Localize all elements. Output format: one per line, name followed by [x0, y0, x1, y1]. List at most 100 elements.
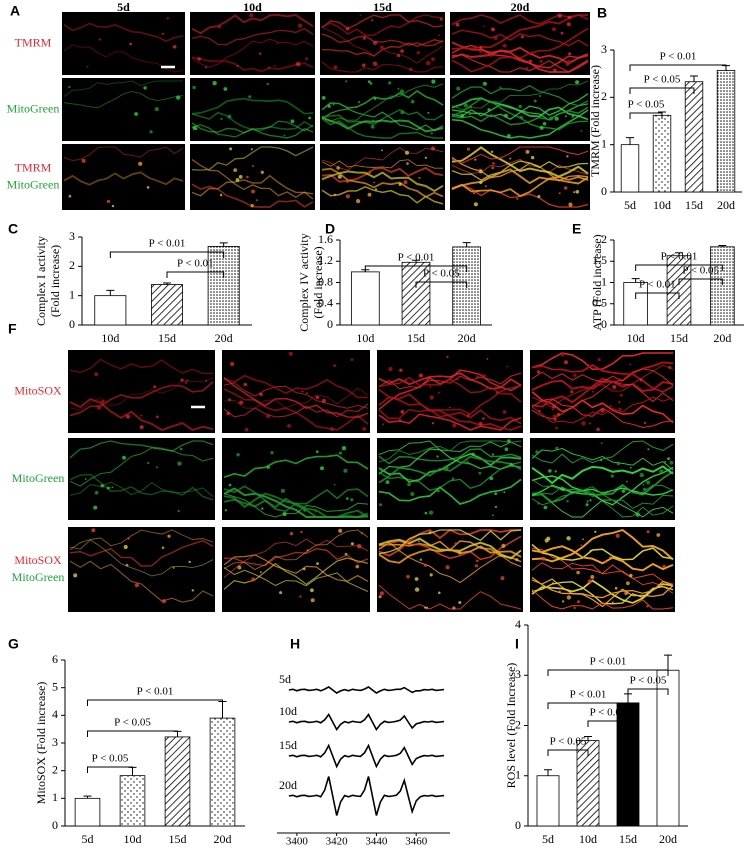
puncta	[456, 377, 459, 381]
puncta	[345, 194, 350, 199]
puncta	[303, 508, 307, 512]
puncta	[445, 565, 450, 570]
puncta	[501, 543, 506, 549]
puncta	[479, 180, 483, 185]
puncta	[561, 600, 565, 603]
column-header: 10d	[243, 0, 262, 14]
panel-letter: C	[8, 221, 18, 237]
y-axis-label: TMRM (Fold increase)	[588, 65, 602, 177]
significance-bracket	[629, 87, 695, 94]
puncta	[73, 573, 78, 578]
micrograph	[222, 350, 370, 433]
filament	[321, 117, 443, 139]
puncta	[161, 546, 165, 549]
puncta	[662, 564, 666, 569]
filament	[451, 160, 589, 181]
puncta	[624, 591, 628, 595]
puncta	[609, 405, 612, 408]
micrograph	[62, 144, 185, 210]
puncta	[287, 424, 291, 428]
puncta	[277, 42, 279, 45]
puncta	[503, 491, 506, 494]
puncta	[404, 379, 408, 383]
puncta	[646, 530, 650, 534]
significance-bracket	[87, 766, 133, 773]
puncta	[139, 425, 144, 430]
puncta	[539, 95, 541, 97]
filament	[451, 146, 589, 178]
puncta	[590, 575, 595, 579]
puncta	[477, 189, 479, 192]
puncta	[140, 414, 143, 417]
puncta	[479, 50, 482, 53]
column-header: 5d	[117, 0, 130, 14]
puncta	[509, 157, 512, 160]
puncta	[367, 192, 372, 197]
filament	[63, 90, 184, 109]
significance-bracket	[635, 264, 723, 271]
puncta	[656, 533, 661, 537]
x-tick-label: 3440	[365, 836, 388, 848]
significance-bracket	[109, 251, 225, 258]
significance-bracket	[678, 278, 723, 285]
puncta	[423, 563, 428, 567]
puncta	[585, 367, 589, 370]
puncta	[186, 379, 189, 382]
filament	[531, 396, 674, 424]
puncta	[236, 453, 240, 457]
filament	[531, 475, 674, 496]
puncta	[494, 492, 498, 496]
y-tick-label: 0	[515, 818, 521, 832]
puncta	[562, 488, 566, 492]
row-label: TMRM	[15, 160, 52, 174]
puncta	[639, 472, 644, 478]
puncta	[224, 509, 228, 512]
puncta	[350, 358, 354, 361]
filament	[531, 589, 674, 610]
puncta	[300, 530, 303, 534]
puncta	[266, 465, 270, 469]
puncta	[554, 470, 557, 473]
significance-label: P < 0.01	[149, 238, 186, 250]
puncta	[609, 556, 612, 559]
puncta	[643, 487, 647, 491]
puncta	[635, 512, 640, 517]
y-tick-label: 5	[52, 679, 58, 693]
puncta	[469, 105, 473, 108]
puncta	[306, 549, 309, 552]
puncta	[337, 174, 342, 179]
puncta	[446, 355, 449, 358]
puncta	[566, 155, 569, 158]
filament	[191, 159, 314, 200]
puncta	[111, 204, 115, 208]
puncta	[530, 155, 535, 160]
puncta	[301, 390, 304, 393]
puncta	[669, 460, 674, 465]
filament	[223, 376, 369, 419]
puncta	[374, 63, 378, 67]
puncta	[589, 499, 592, 502]
puncta	[81, 158, 86, 163]
puncta	[356, 199, 361, 204]
puncta	[563, 186, 568, 190]
puncta	[474, 564, 479, 568]
puncta	[226, 411, 231, 416]
puncta	[582, 538, 584, 541]
puncta	[589, 549, 592, 552]
puncta	[487, 108, 491, 112]
puncta	[172, 45, 177, 49]
puncta	[357, 544, 362, 549]
puncta	[668, 365, 672, 369]
filament	[451, 29, 589, 47]
puncta	[161, 32, 164, 35]
puncta	[279, 591, 283, 595]
puncta	[502, 410, 507, 414]
filament	[191, 146, 314, 171]
puncta	[506, 365, 509, 368]
filament	[531, 364, 674, 393]
series-label: 5d	[279, 672, 291, 686]
filament	[531, 448, 674, 471]
puncta	[533, 99, 537, 103]
puncta	[477, 494, 480, 496]
y-tick-label: 0	[601, 317, 607, 331]
